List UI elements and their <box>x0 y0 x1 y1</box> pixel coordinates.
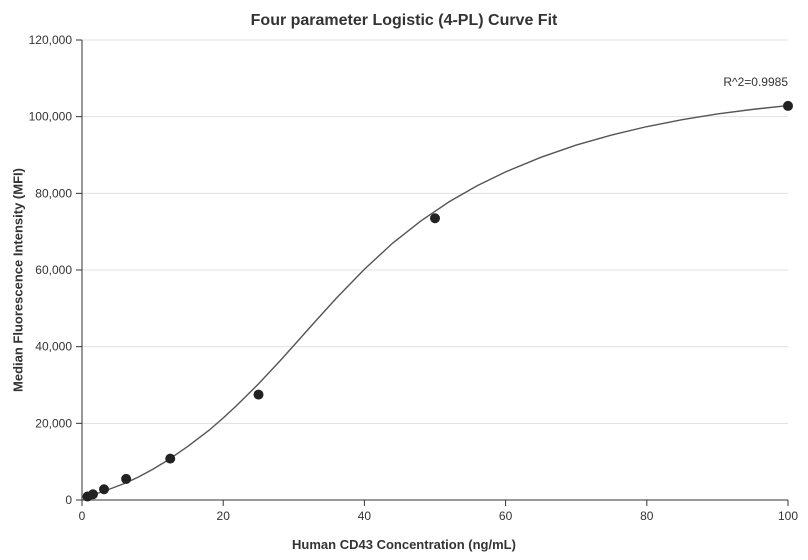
fit-curve <box>86 106 788 498</box>
data-point <box>99 484 109 494</box>
data-point <box>783 101 793 111</box>
data-point <box>254 390 264 400</box>
x-tick-label: 0 <box>79 509 86 523</box>
x-tick-label: 20 <box>217 509 231 523</box>
x-tick-label: 100 <box>778 509 798 523</box>
data-point <box>165 454 175 464</box>
y-tick-label: 60,000 <box>35 263 72 277</box>
chart-container: Four parameter Logistic (4-PL) Curve Fit… <box>0 0 808 560</box>
y-tick-label: 0 <box>65 493 72 507</box>
y-tick-label: 20,000 <box>35 416 72 430</box>
x-tick-label: 40 <box>358 509 372 523</box>
data-point <box>121 474 131 484</box>
x-tick-label: 80 <box>640 509 654 523</box>
data-point <box>88 489 98 499</box>
data-point <box>430 213 440 223</box>
x-tick-label: 60 <box>499 509 513 523</box>
y-tick-label: 120,000 <box>29 33 73 47</box>
y-tick-label: 80,000 <box>35 186 72 200</box>
y-tick-label: 100,000 <box>29 110 73 124</box>
chart-svg: 0 20 40 60 80 100 0 20,000 40,000 60,000 80,000 100… <box>0 0 808 560</box>
r-squared-annotation: R^2=0.9985 <box>723 75 788 89</box>
y-tick-label: 40,000 <box>35 340 72 354</box>
